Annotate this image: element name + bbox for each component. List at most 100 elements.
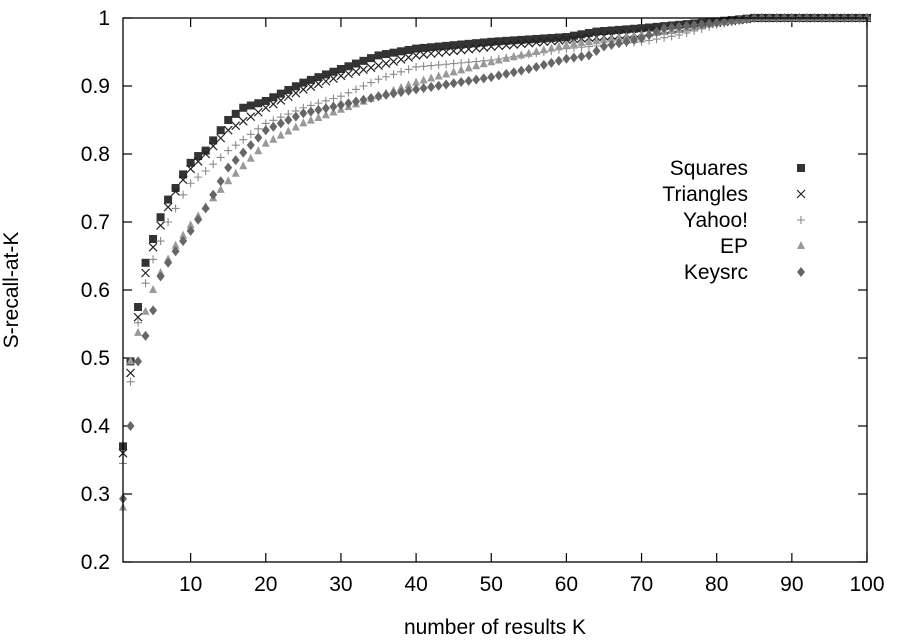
data-point (291, 82, 300, 91)
data-point (261, 125, 270, 136)
data-point (457, 77, 466, 88)
legend: Squares Triangles Yahoo! EP Keysrc (662, 157, 806, 284)
data-point (366, 63, 376, 73)
data-point (561, 35, 571, 45)
series-triangles (118, 13, 872, 458)
data-point (735, 14, 744, 25)
data-point (389, 70, 398, 79)
legend-label: EP (720, 235, 748, 258)
data-point (494, 55, 503, 64)
data-point (441, 47, 451, 57)
y-axis-label: S-recall-at-K (0, 232, 23, 349)
data-point (276, 95, 286, 105)
data-point (276, 118, 285, 129)
data-point (404, 45, 413, 54)
data-point (224, 116, 233, 124)
data-point (328, 74, 338, 83)
data-point (419, 43, 428, 52)
data-point (201, 149, 211, 159)
data-point (472, 74, 481, 85)
data-point (615, 38, 623, 49)
data-point (201, 146, 210, 155)
legend-marker (797, 267, 805, 277)
data-point (179, 170, 188, 179)
data-point (389, 57, 398, 66)
data-point (449, 78, 458, 89)
data-point (171, 184, 180, 192)
legend-marker (797, 216, 805, 224)
data-point (321, 110, 330, 119)
data-point (426, 49, 436, 59)
data-point (231, 109, 240, 118)
data-point (186, 158, 195, 167)
data-point (149, 255, 158, 264)
data-point (615, 33, 623, 42)
data-point (351, 85, 360, 94)
data-point (509, 40, 519, 49)
data-point (471, 43, 481, 53)
data-point (501, 40, 511, 50)
data-point (276, 130, 285, 139)
data-point (134, 303, 143, 311)
data-point (306, 82, 316, 92)
data-point (269, 93, 278, 102)
data-point (231, 155, 240, 166)
data-point (419, 62, 428, 71)
data-point (577, 30, 586, 39)
data-point (599, 35, 608, 44)
x-tick-label: 60 (555, 573, 578, 596)
x-tick-label: 30 (329, 573, 352, 596)
data-point (134, 356, 143, 367)
data-point (524, 38, 534, 48)
data-point (141, 268, 150, 278)
data-point (224, 146, 233, 155)
data-point (254, 99, 263, 108)
data-point (562, 40, 571, 49)
data-point (645, 30, 654, 40)
data-point (442, 41, 451, 50)
data-point (216, 184, 225, 193)
data-point (434, 80, 443, 91)
data-point (554, 36, 564, 45)
data-point (299, 118, 308, 127)
data-point (329, 101, 338, 112)
data-point (539, 59, 548, 70)
data-point (321, 70, 330, 79)
data-point (427, 61, 436, 70)
data-point (141, 306, 150, 315)
data-point (442, 69, 451, 78)
data-point (374, 75, 383, 84)
data-point (456, 45, 466, 55)
data-point (427, 73, 436, 82)
data-point (179, 190, 188, 199)
data-point (404, 85, 413, 96)
data-point (487, 57, 496, 66)
data-point (742, 13, 751, 24)
data-point (584, 50, 593, 61)
data-point (547, 33, 556, 42)
data-point (697, 19, 706, 30)
data-point (419, 83, 428, 94)
data-point (562, 33, 571, 42)
data-point (374, 91, 383, 102)
data-point (276, 89, 285, 98)
data-point (223, 125, 233, 135)
data-point (449, 41, 458, 50)
data-point (539, 34, 548, 43)
data-point (141, 258, 150, 267)
data-point (487, 37, 496, 46)
data-point (577, 38, 586, 47)
data-point (253, 107, 263, 117)
data-point (186, 225, 195, 236)
axis-ticks: 10 20 30 40 50 60 70 80 90 100 0.2 0.3 0.4 0.5 0.6 0.7 0… (81, 7, 885, 596)
data-point (509, 52, 518, 61)
data-point (246, 140, 255, 151)
data-point (209, 189, 218, 200)
data-point (224, 162, 233, 173)
plot-frame (122, 17, 868, 563)
data-point (486, 42, 496, 51)
data-point (336, 100, 345, 111)
data-point (720, 16, 729, 27)
data-point (509, 36, 518, 45)
data-point (209, 160, 218, 169)
